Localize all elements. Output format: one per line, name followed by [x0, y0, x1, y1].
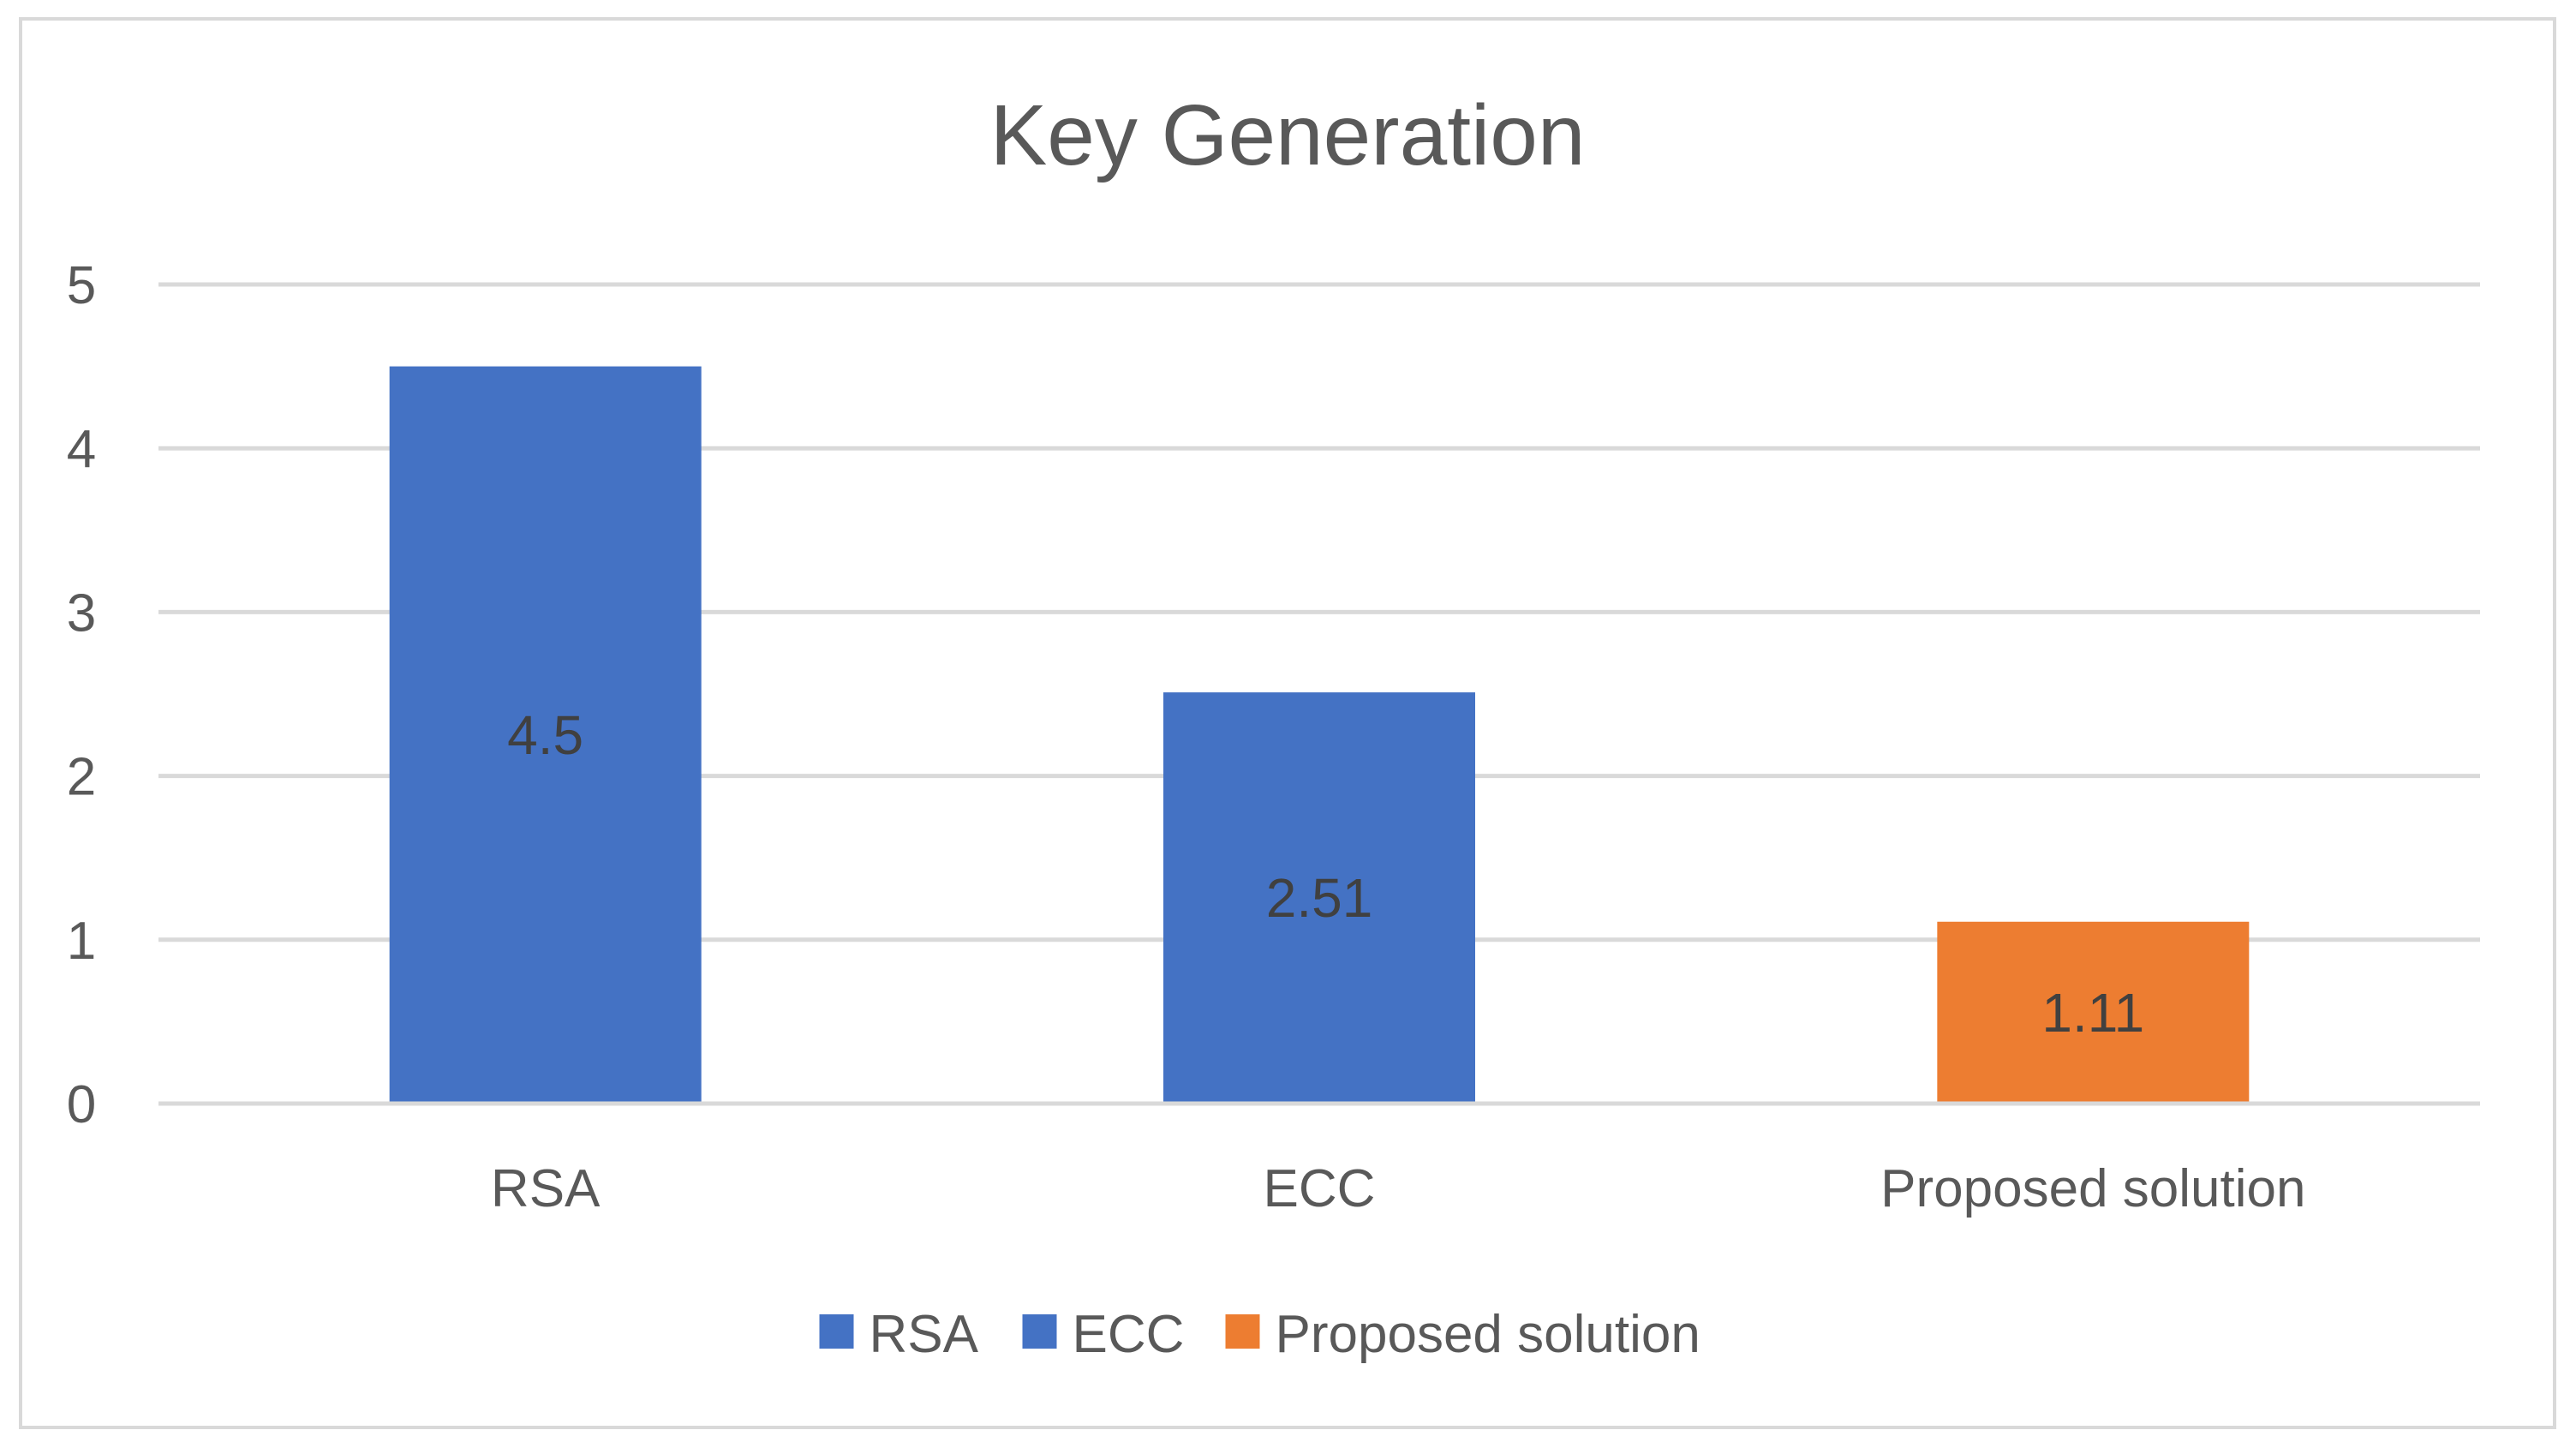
legend-item-ecc[interactable]: ECC	[1022, 1305, 1185, 1364]
legend-swatch	[1022, 1314, 1057, 1349]
legend-item-rsa[interactable]: RSA	[819, 1305, 979, 1364]
legend-label: Proposed solution	[1276, 1305, 1700, 1364]
bar-rsa[interactable]	[389, 366, 702, 1104]
bar-ecc[interactable]	[1163, 692, 1475, 1104]
legend-swatch	[1225, 1314, 1260, 1349]
y-tick-label: 4	[67, 420, 96, 479]
x-category-label: Proposed solution	[1880, 1159, 2305, 1218]
y-tick-label: 0	[67, 1075, 96, 1134]
bar-proposed-solution[interactable]	[1937, 921, 2250, 1104]
x-axis-categories: RSA ECC Proposed solution	[491, 1159, 2306, 1218]
legend-item-proposed-solution[interactable]: Proposed solution	[1225, 1305, 1700, 1364]
chart-title: Key Generation	[990, 87, 1586, 183]
y-tick-label: 3	[67, 583, 96, 643]
y-tick-label: 5	[67, 256, 96, 315]
data-label: 2.51	[1266, 867, 1373, 929]
y-tick-label: 2	[67, 748, 96, 807]
y-tick-label: 1	[67, 912, 96, 971]
legend-label: RSA	[870, 1305, 979, 1364]
y-axis-ticks: 0 1 2 3 4 5	[67, 256, 96, 1134]
legend-swatch	[819, 1314, 854, 1349]
x-category-label: RSA	[491, 1159, 601, 1218]
legend[interactable]: RSA ECC Proposed solution	[819, 1305, 1700, 1364]
data-labels: 4.5 2.51 1.11	[507, 704, 2144, 1044]
data-label: 4.5	[507, 704, 583, 766]
bars	[158, 366, 2480, 1106]
legend-label: ECC	[1073, 1305, 1185, 1364]
x-category-label: ECC	[1264, 1159, 1376, 1218]
data-label: 1.11	[2041, 982, 2144, 1044]
